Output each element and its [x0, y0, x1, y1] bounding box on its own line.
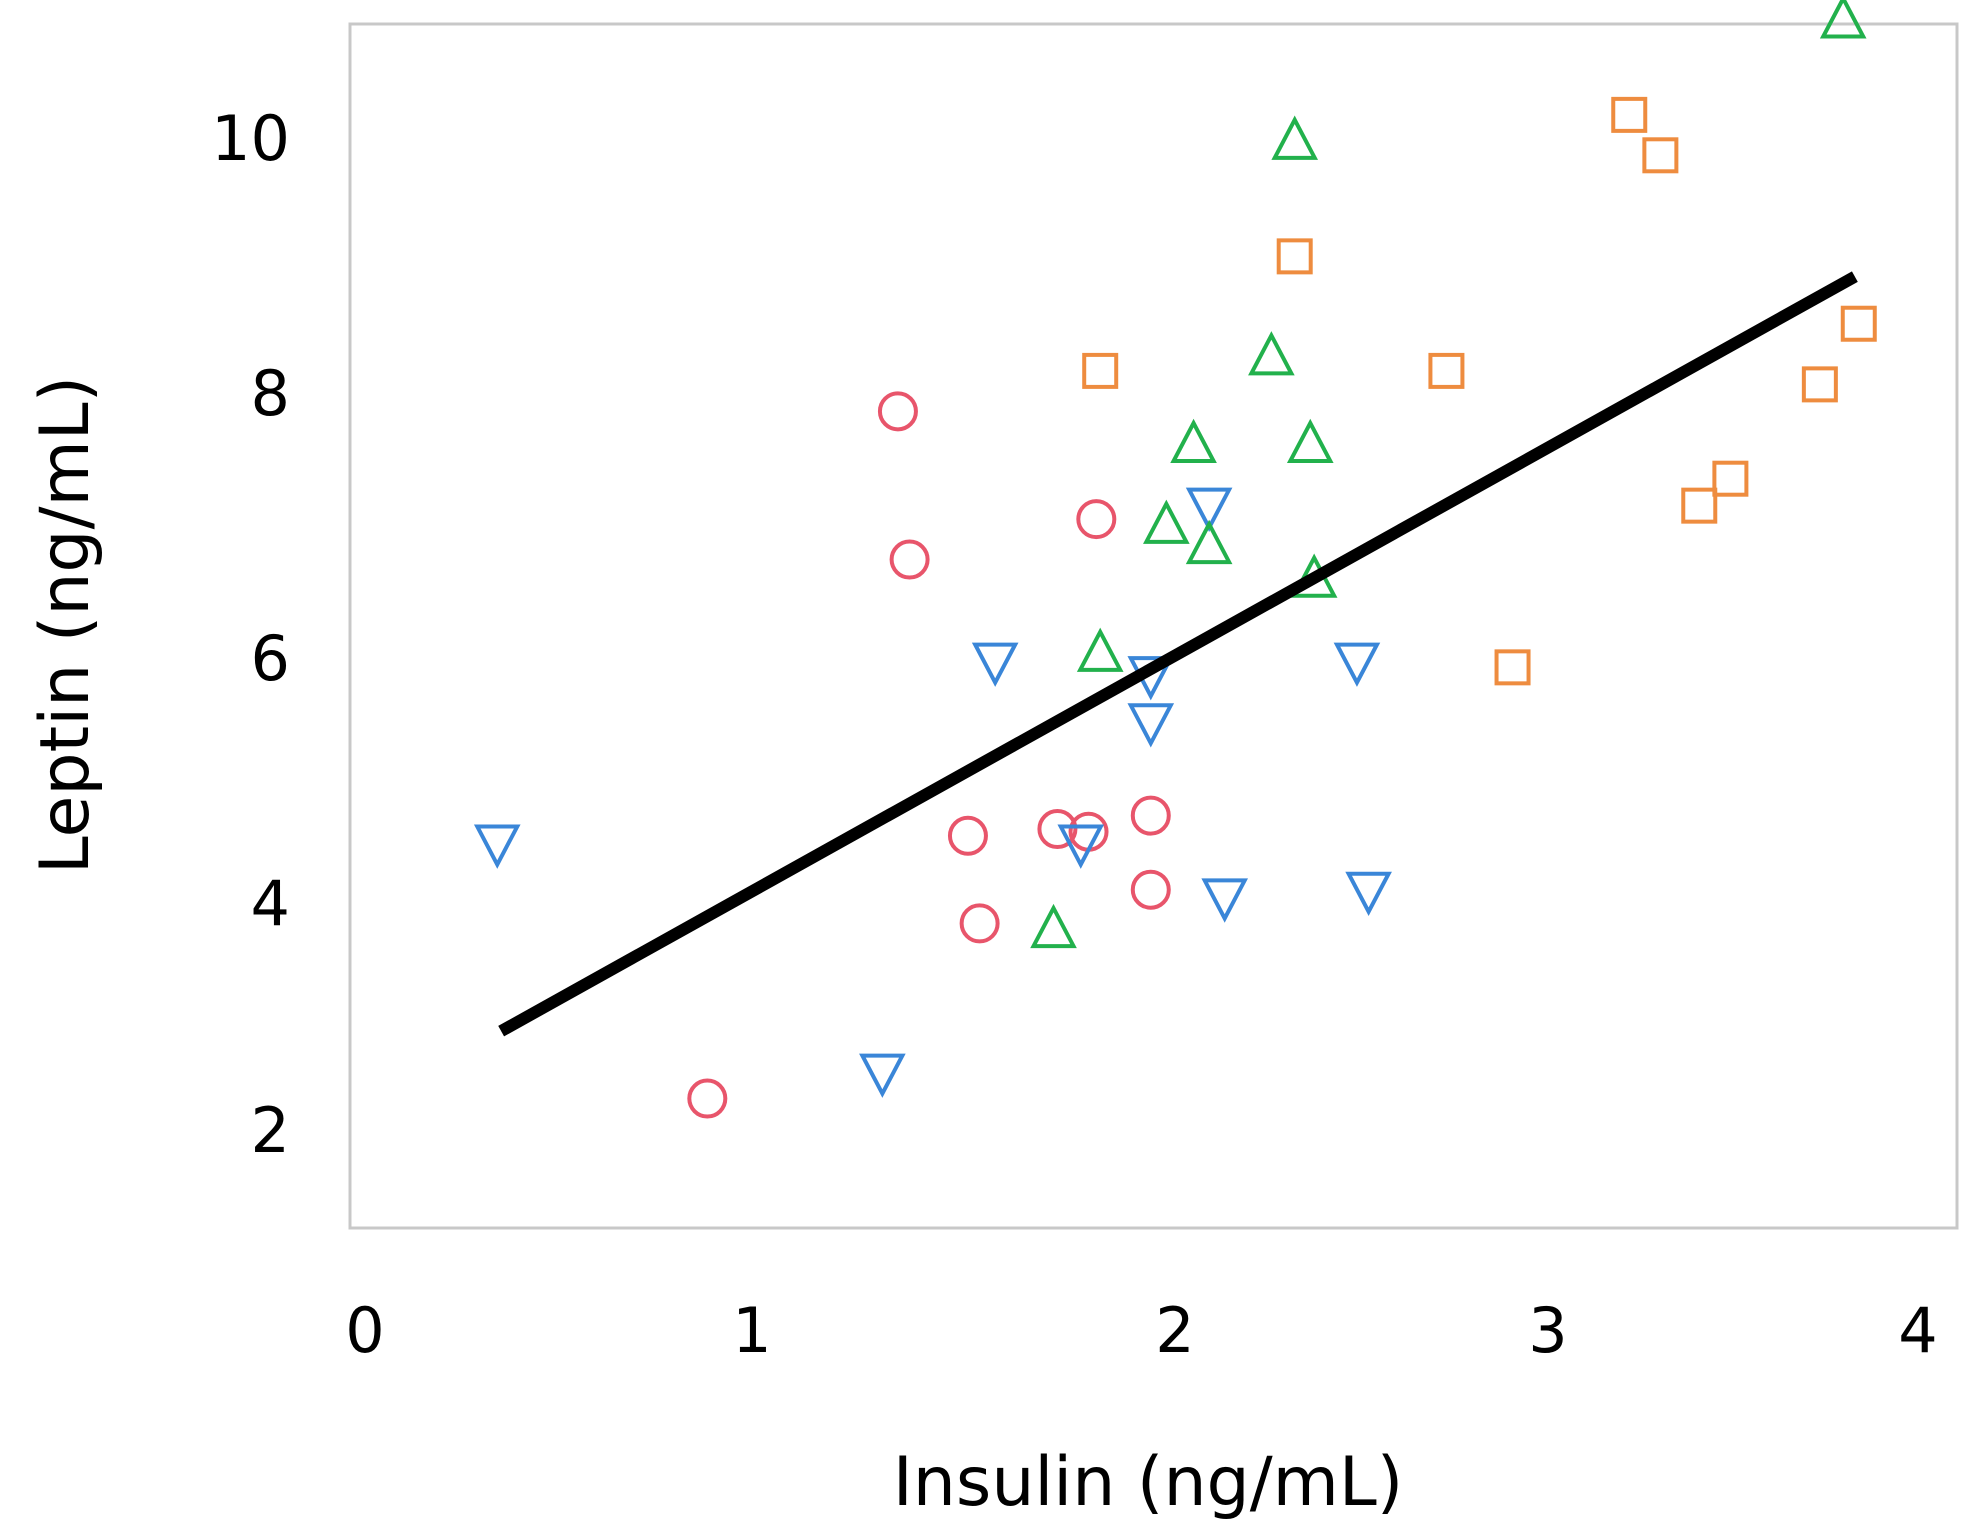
x-tick-label: 0 [345, 1294, 384, 1367]
x-axis-title: Insulin (ng/mL) [893, 1443, 1404, 1522]
data-point-circle [1076, 499, 1117, 540]
data-point-circle [1130, 869, 1171, 910]
plot-area [348, 22, 1959, 1230]
data-point-triangle-down [859, 1053, 906, 1098]
data-point-triangle-down [1345, 871, 1392, 916]
data-point-triangle-up [1271, 115, 1319, 160]
data-point-triangle-up [1030, 903, 1077, 949]
y-tick-label: 4 [251, 867, 290, 940]
data-point-circle [1037, 809, 1078, 850]
data-point-square [1801, 366, 1838, 403]
data-point-square [1840, 305, 1877, 342]
data-point-circle [889, 539, 930, 580]
data-point-square [1712, 460, 1749, 497]
data-point-circle [1130, 795, 1171, 836]
data-point-square [1082, 352, 1119, 389]
data-point-triangle-up [1286, 418, 1334, 464]
y-tick-label: 10 [211, 102, 290, 175]
data-point-triangle-up [1076, 627, 1124, 672]
data-point-triangle-down [1201, 878, 1249, 923]
data-point-square [1276, 238, 1313, 275]
y-tick-label: 6 [251, 622, 290, 695]
data-point-triangle-up [1248, 331, 1295, 376]
data-point-triangle-down [473, 824, 521, 869]
data-point-triangle-up [1185, 519, 1233, 565]
x-tick-label: 2 [1155, 1294, 1194, 1367]
y-axis-title: Leptin (ng/mL) [26, 376, 105, 874]
x-tick-label: 3 [1528, 1294, 1567, 1367]
trend-line [498, 271, 1858, 1037]
data-point-circle [959, 903, 1000, 944]
data-point-circle [947, 815, 988, 856]
data-point-square [1681, 487, 1718, 524]
data-point-square [1494, 649, 1531, 686]
data-point-circle [687, 1078, 728, 1119]
data-point-circle [877, 391, 918, 432]
data-point-triangle-up [1170, 418, 1217, 464]
data-markers [473, 0, 1877, 1119]
data-point-triangle-down [1185, 487, 1233, 532]
x-tick-label: 1 [732, 1294, 771, 1367]
x-tick-label: 4 [1898, 1294, 1937, 1367]
data-point-triangle-down [1057, 824, 1105, 869]
data-point-triangle-down [1127, 703, 1175, 748]
data-point-square [1428, 352, 1465, 389]
data-point-square [1642, 137, 1679, 174]
y-tick-label: 8 [251, 357, 290, 430]
data-point-triangle-down [1333, 642, 1381, 687]
y-tick-label: 2 [251, 1094, 290, 1167]
data-point-triangle-up [1143, 499, 1190, 544]
data-point-triangle-up [1819, 0, 1867, 39]
data-point-triangle-down [971, 642, 1019, 687]
data-point-square [1611, 96, 1648, 133]
